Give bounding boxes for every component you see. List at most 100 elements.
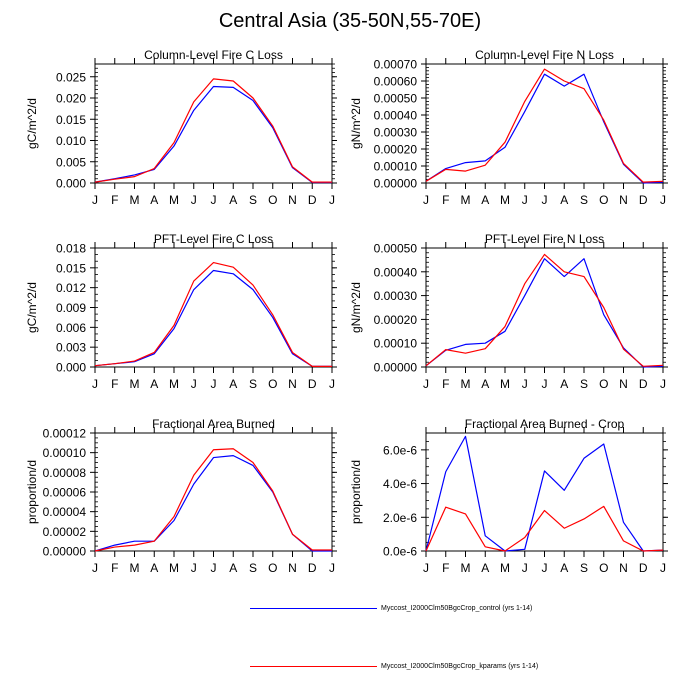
y-tick-label: 0.00002 — [43, 525, 87, 539]
x-tick-label: J — [423, 193, 429, 207]
legend-line-control — [250, 608, 377, 609]
y-tick-label: 0.00020 — [374, 143, 418, 157]
y-axis-label: gC/m^2/d — [25, 98, 39, 149]
x-tick-label: J — [211, 193, 217, 207]
x-tick-label: M — [169, 193, 179, 207]
x-tick-label: M — [130, 561, 140, 575]
y-tick-label: 0.00010 — [374, 337, 418, 351]
chart-title: Column-Level Fire N Loss — [475, 48, 614, 62]
x-tick-label: O — [268, 193, 277, 207]
chart-panel: PFT-Level Fire N Loss gN/m^2/d 0.00000 0.00… — [349, 232, 668, 391]
y-axis-label: gC/m^2/d — [25, 282, 39, 333]
x-tick-label: D — [308, 561, 317, 575]
x-tick-label: O — [599, 561, 608, 575]
x-tick-label: J — [542, 377, 548, 391]
chart-title: PFT-Level Fire C Loss — [154, 232, 273, 246]
y-axis-label: gN/m^2/d — [349, 98, 363, 149]
x-tick-label: J — [660, 193, 666, 207]
x-tick-label: F — [111, 377, 118, 391]
x-tick-label: A — [229, 193, 237, 207]
y-tick-label: 0.00040 — [374, 265, 418, 279]
x-tick-label: J — [92, 377, 98, 391]
x-tick-label: M — [130, 377, 140, 391]
y-tick-label: 0.00008 — [43, 466, 87, 480]
x-tick-label: F — [111, 561, 118, 575]
x-tick-label: M — [130, 193, 140, 207]
x-tick-label: J — [191, 377, 197, 391]
x-tick-label: A — [150, 377, 158, 391]
x-tick-label: N — [288, 561, 297, 575]
series-line-kparams — [94, 261, 332, 367]
x-tick-label: M — [169, 377, 179, 391]
y-tick-label: 0.006 — [56, 321, 86, 335]
x-tick-label: A — [229, 561, 237, 575]
x-tick-label: J — [92, 193, 98, 207]
y-axis-label: gN/m^2/d — [349, 282, 363, 333]
x-tick-label: J — [329, 193, 335, 207]
x-tick-label: A — [481, 193, 489, 207]
x-tick-label: J — [191, 561, 197, 575]
x-tick-label: D — [308, 377, 317, 391]
x-tick-label: J — [211, 561, 217, 575]
x-tick-label: M — [500, 377, 510, 391]
x-tick-label: F — [442, 561, 449, 575]
y-tick-label: 2.0e-6 — [383, 511, 417, 525]
y-tick-label: 0.00012 — [43, 427, 87, 441]
x-tick-label: S — [249, 193, 257, 207]
x-tick-label: J — [522, 377, 528, 391]
x-tick-label: J — [660, 377, 666, 391]
y-tick-label: 0.00000 — [43, 545, 87, 559]
y-tick-label: 0.000 — [56, 177, 86, 191]
x-tick-label: F — [111, 193, 118, 207]
y-tick-label: 0.015 — [56, 113, 86, 127]
x-tick-label: D — [639, 561, 648, 575]
chart-panel: Fractional Area Burned - Cropproportion/… — [349, 417, 668, 575]
x-tick-label: A — [560, 561, 568, 575]
y-tick-label: 0.00010 — [43, 446, 87, 460]
y-tick-label: 0.00050 — [374, 92, 418, 106]
x-tick-label: A — [150, 561, 158, 575]
x-tick-label: N — [619, 377, 628, 391]
legend-line-kparams — [250, 666, 377, 667]
x-tick-label: N — [619, 561, 628, 575]
x-tick-label: S — [580, 561, 588, 575]
plot-frame — [94, 432, 333, 552]
y-tick-label: 0.00010 — [374, 160, 418, 174]
x-tick-label: O — [599, 193, 608, 207]
x-tick-label: O — [599, 377, 608, 391]
y-tick-label: 0.00070 — [374, 58, 418, 72]
x-tick-label: J — [660, 561, 666, 575]
x-tick-label: M — [461, 377, 471, 391]
y-tick-label: 4.0e-6 — [383, 477, 417, 491]
x-tick-label: A — [560, 193, 568, 207]
y-tick-label: 0.005 — [56, 155, 86, 169]
y-tick-label: 6.0e-6 — [383, 443, 417, 457]
y-tick-label: 0.025 — [56, 70, 86, 84]
x-tick-label: J — [522, 193, 528, 207]
y-tick-label: 0.010 — [56, 134, 86, 148]
y-tick-label: 0.003 — [56, 341, 86, 355]
x-tick-label: S — [580, 377, 588, 391]
chart-title: PFT-Level Fire N Loss — [485, 232, 604, 246]
x-tick-label: A — [481, 561, 489, 575]
y-tick-label: 0.00006 — [43, 486, 87, 500]
x-tick-label: J — [542, 193, 548, 207]
figure-title: Central Asia (35-50N,55-70E) — [218, 10, 482, 32]
legend-label-kparams: Myccost_I2000Clm50BgcCrop_kparams (yrs 1… — [381, 663, 539, 670]
x-tick-label: N — [288, 193, 297, 207]
x-tick-label: M — [461, 561, 471, 575]
series-line-control — [94, 269, 332, 367]
y-tick-label: 0.015 — [56, 261, 86, 275]
x-tick-label: S — [580, 193, 588, 207]
y-tick-label: 0.00050 — [374, 242, 418, 256]
x-tick-label: J — [329, 377, 335, 391]
series-line-control — [425, 435, 664, 552]
x-tick-label: S — [249, 377, 257, 391]
x-tick-label: F — [442, 377, 449, 391]
x-tick-label: D — [308, 193, 317, 207]
chart-title: Column-Level Fire C Loss — [144, 48, 283, 62]
series-line-control — [425, 258, 664, 368]
x-tick-label: O — [268, 561, 277, 575]
y-tick-label: 0.0e-6 — [383, 545, 417, 559]
